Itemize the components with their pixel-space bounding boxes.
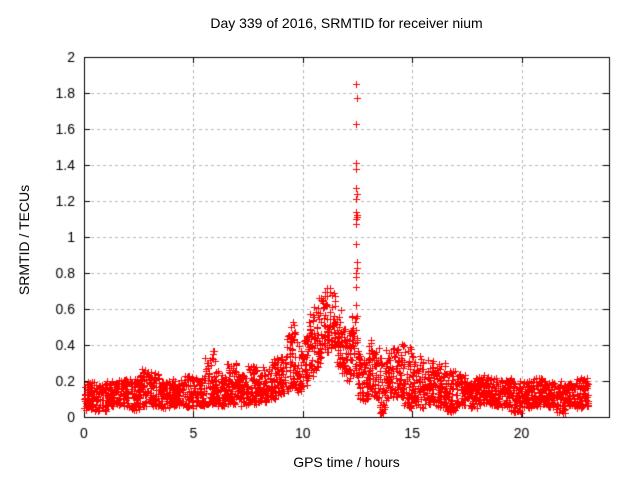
chart-title: Day 339 of 2016, SRMTID for receiver niu… (210, 15, 483, 31)
x-axis-label: GPS time / hours (293, 454, 400, 470)
y-axis-label: SRMTID / TECUs (16, 184, 32, 296)
